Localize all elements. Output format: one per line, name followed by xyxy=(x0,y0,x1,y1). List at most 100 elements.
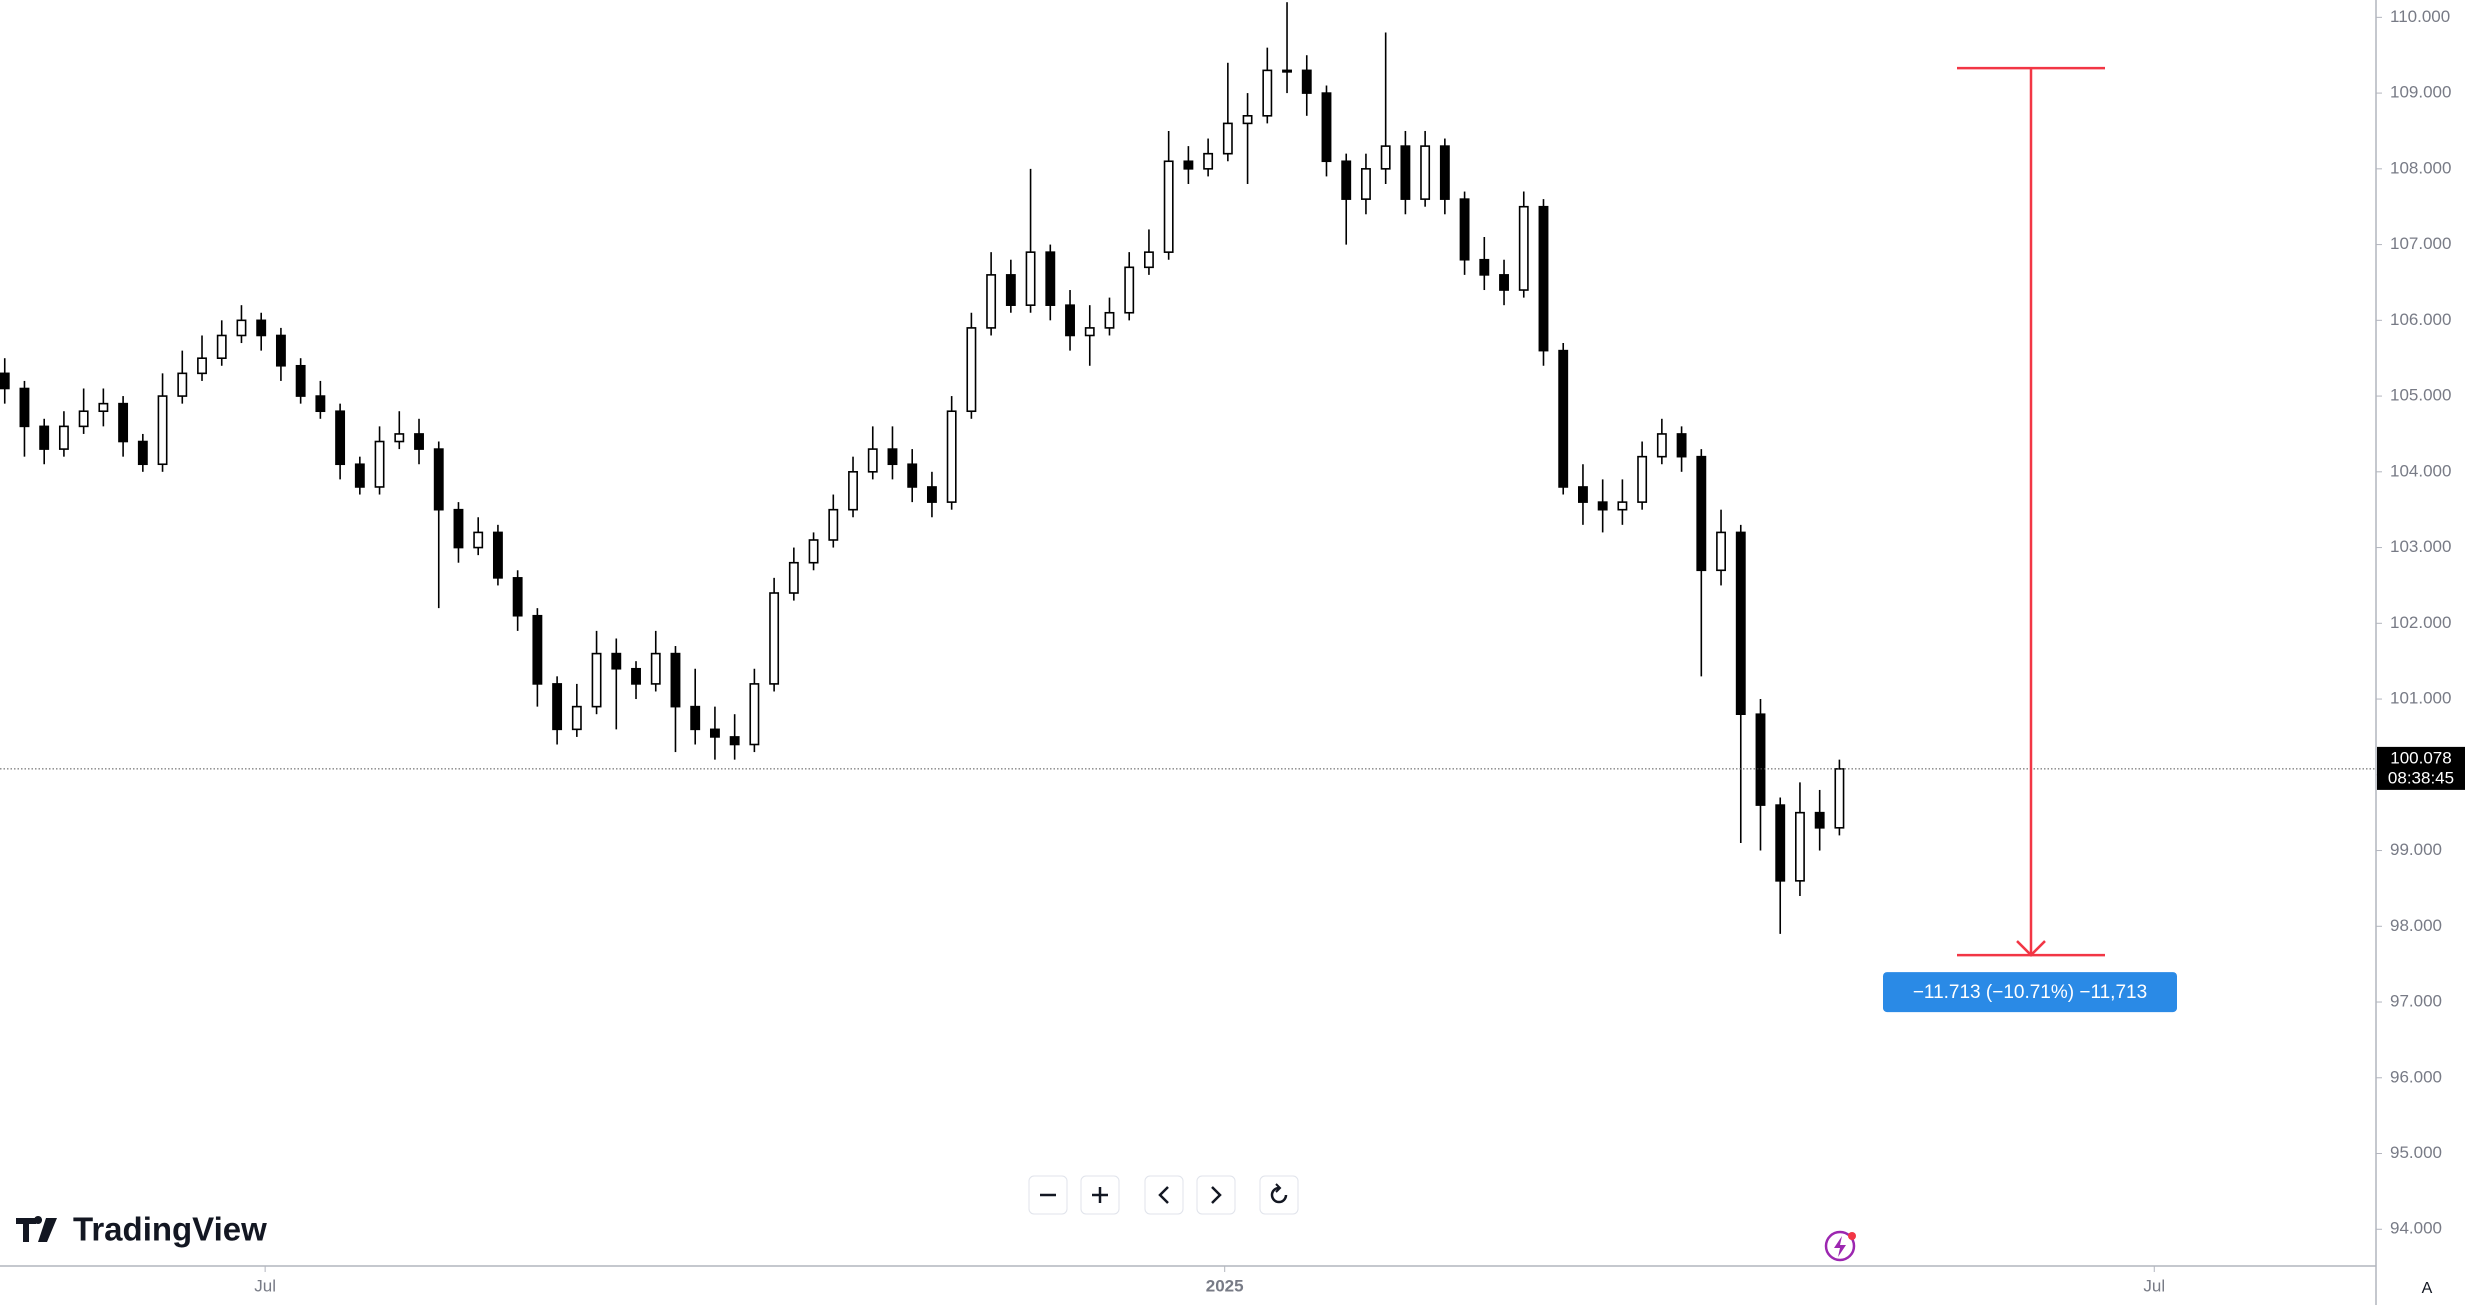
candle-body xyxy=(848,471,858,511)
candle-body xyxy=(611,652,622,670)
candle-body xyxy=(1755,713,1766,806)
y-tick-label: 107.000 xyxy=(2390,234,2451,253)
auto-scale-label: A xyxy=(2422,1280,2433,1297)
candle-body xyxy=(808,539,819,564)
y-tick-label: 102.000 xyxy=(2390,613,2451,632)
candle-body xyxy=(926,486,937,503)
candle-body xyxy=(335,410,346,466)
measure-label-box xyxy=(1883,972,2177,1013)
scroll-right-button[interactable] xyxy=(1196,1175,1236,1215)
y-tick-label: 110.000 xyxy=(2390,7,2450,26)
y-tick-label: 99.000 xyxy=(2390,840,2442,859)
y-tick-label: 106.000 xyxy=(2390,310,2451,329)
candle-body xyxy=(1637,455,1648,503)
candle-body xyxy=(394,433,405,443)
candle-body xyxy=(1676,433,1687,458)
candle-body xyxy=(532,614,543,685)
candle-body xyxy=(1005,274,1016,306)
candle-body xyxy=(1400,145,1411,200)
candle-body xyxy=(1814,811,1825,829)
last-price-badge xyxy=(2377,746,2465,790)
candle-body xyxy=(1459,198,1470,261)
measure-arrow xyxy=(2016,940,2046,957)
candle-body xyxy=(571,705,582,731)
candle-body xyxy=(1558,349,1569,488)
candle-body xyxy=(1084,327,1095,337)
candle-body xyxy=(512,577,523,617)
candle-body xyxy=(1439,145,1450,200)
candle-body xyxy=(769,592,780,685)
candle-body xyxy=(1025,251,1036,306)
candle-body xyxy=(414,433,424,450)
candle-body xyxy=(19,387,30,428)
candle-body xyxy=(1203,152,1214,170)
x-tick-label: 2025 xyxy=(1206,1276,1244,1295)
candle-body xyxy=(236,319,247,337)
x-tick-label: Jul xyxy=(2143,1276,2165,1295)
candle-body xyxy=(473,531,484,549)
candle-body xyxy=(275,334,286,367)
lightning-icon[interactable] xyxy=(1824,1230,1856,1262)
zoom-in-button[interactable] xyxy=(1080,1175,1120,1215)
candle-body xyxy=(78,410,89,428)
candle-body xyxy=(729,736,740,746)
candle-body xyxy=(197,357,207,375)
candle-body xyxy=(1341,160,1352,200)
auto-scale-button[interactable]: A xyxy=(2412,1276,2442,1300)
candle-body xyxy=(1222,122,1233,155)
y-tick-label: 109.000 xyxy=(2390,83,2451,102)
candle-body xyxy=(118,402,129,443)
candle-body xyxy=(453,508,464,549)
candle-body xyxy=(433,448,444,511)
y-tick-label: 97.000 xyxy=(2390,992,2442,1011)
candle-body xyxy=(374,440,385,488)
candle-body xyxy=(749,683,760,746)
candle-body xyxy=(946,410,957,503)
countdown-label: 08:38:45 xyxy=(2388,768,2454,787)
candle-body xyxy=(1479,258,1490,276)
candle-body xyxy=(1143,251,1154,269)
candle-body xyxy=(1361,168,1371,200)
candle-body xyxy=(966,327,977,413)
candle-body xyxy=(1578,486,1588,503)
y-tick-label: 98.000 xyxy=(2390,916,2442,935)
reset-button[interactable] xyxy=(1259,1175,1299,1215)
candle-body xyxy=(591,652,602,708)
candle-body xyxy=(1163,160,1174,253)
candle-body xyxy=(1499,274,1509,291)
candle-body xyxy=(1518,205,1529,291)
y-tick-label: 105.000 xyxy=(2390,386,2451,405)
candle-body xyxy=(1538,205,1549,352)
candle-body xyxy=(552,683,563,731)
candle-body xyxy=(828,508,839,541)
candle-body xyxy=(1045,251,1056,306)
candle-body xyxy=(0,372,10,390)
candle-body xyxy=(1104,311,1115,329)
candle-body xyxy=(631,667,641,685)
candle-body xyxy=(1716,531,1726,572)
candle-body xyxy=(709,728,720,738)
scroll-left-button[interactable] xyxy=(1144,1175,1184,1215)
candle-body xyxy=(216,334,227,359)
zoom-out-button[interactable] xyxy=(1028,1175,1068,1215)
candle-body xyxy=(907,463,918,488)
candle-body xyxy=(1617,501,1628,511)
candle-body xyxy=(98,402,109,413)
candle-body xyxy=(1420,145,1431,200)
candle-body xyxy=(1795,811,1805,882)
zoom-toolbar xyxy=(1028,1175,1299,1215)
last-price-label: 100.078 xyxy=(2390,748,2451,767)
candle-body xyxy=(1696,455,1707,572)
measure-label: −11.713 (−10.71%) −11,713 xyxy=(1913,982,2147,1003)
candle-body xyxy=(1735,531,1746,715)
candle-body xyxy=(1597,501,1608,511)
candle-body xyxy=(1183,160,1194,170)
candle-body xyxy=(1065,304,1075,337)
brand-name: TradingView xyxy=(73,1211,267,1248)
candle-body xyxy=(887,448,898,466)
y-tick-label: 108.000 xyxy=(2390,158,2451,177)
candle-body xyxy=(354,463,365,488)
candle-body xyxy=(1656,433,1667,458)
